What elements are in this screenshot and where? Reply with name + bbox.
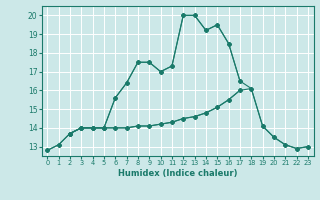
X-axis label: Humidex (Indice chaleur): Humidex (Indice chaleur) [118,169,237,178]
